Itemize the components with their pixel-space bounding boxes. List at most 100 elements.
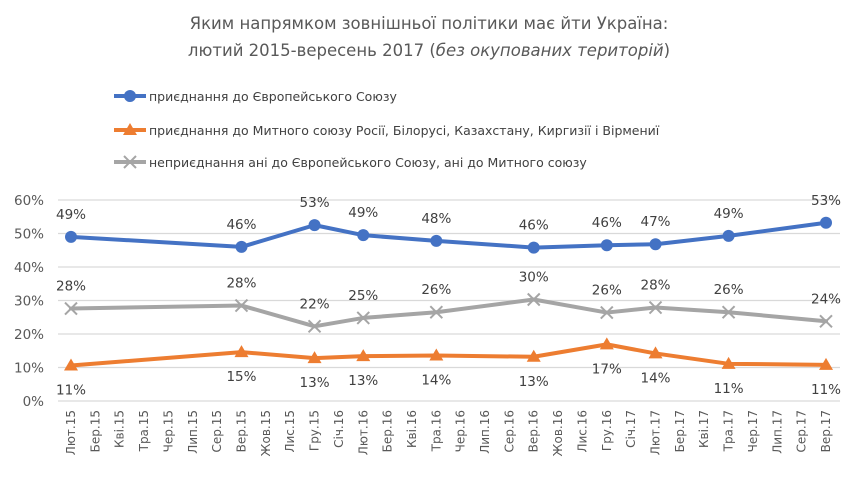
- legend-item: приєднання до Європейського Союзу: [114, 89, 398, 104]
- data-point: [357, 229, 370, 242]
- y-tick-label: 20%: [14, 327, 44, 343]
- data-point: [356, 311, 370, 325]
- data-label: 46%: [592, 215, 622, 231]
- data-label: 13%: [519, 374, 549, 390]
- data-point: [649, 238, 662, 251]
- x-tick-label: Лют.15: [64, 410, 78, 455]
- data-label: 26%: [714, 282, 744, 298]
- title-line-2-plain: лютий 2015-вересень 2017 (: [188, 41, 436, 60]
- data-point-stroke-b: [307, 319, 322, 334]
- x-tick-label: Лип.17: [770, 410, 784, 454]
- x-tick-label: Кві.15: [113, 410, 127, 448]
- data-point: [722, 229, 735, 242]
- data-label: 14%: [421, 372, 451, 388]
- data-point-stroke-b: [429, 305, 444, 319]
- x-tick-label: Сер.17: [795, 410, 809, 452]
- legend-label: неприєднання ані до Європейського Союзу,…: [149, 155, 587, 170]
- data-label: 46%: [519, 218, 549, 234]
- y-tick-label: 0%: [23, 394, 45, 410]
- legend-item: приєднання до Митного союзу Росії, Білор…: [114, 123, 660, 138]
- y-tick-label: 50%: [14, 227, 44, 243]
- data-point: [429, 348, 444, 361]
- legend: приєднання до Європейського Союзу приєдна…: [114, 89, 660, 170]
- data-point: [721, 305, 736, 319]
- x-tick-label: Кві.17: [697, 410, 711, 448]
- data-point: [430, 234, 443, 247]
- data-point: [600, 239, 613, 252]
- data-label: 28%: [641, 278, 671, 294]
- data-label: 26%: [421, 282, 451, 298]
- data-label: 28%: [226, 276, 256, 292]
- data-point: [819, 314, 833, 328]
- gridlines: [58, 199, 840, 402]
- data-point-stroke-b: [721, 305, 736, 319]
- x-tick-label: Гру.16: [600, 410, 614, 451]
- x-tick-label: Кві.16: [405, 410, 419, 448]
- data-point: [64, 301, 78, 316]
- x-tick-label: Вер.15: [234, 410, 248, 452]
- x-tick-label: Лис.15: [283, 410, 297, 453]
- x-tick-label: Лис.16: [575, 410, 589, 453]
- x-tick-label: Вер.16: [527, 410, 541, 452]
- data-point-stroke-b: [234, 298, 249, 313]
- x-tick-label: Чер.16: [454, 410, 468, 452]
- x-tick-label: Чер.15: [161, 410, 175, 452]
- x-tick-label: Чер.17: [746, 410, 760, 452]
- x-tick-label: Тра.17: [722, 410, 736, 452]
- data-point: [308, 219, 321, 232]
- x-tick-label: Вер.17: [819, 410, 833, 452]
- data-label: 49%: [56, 207, 86, 223]
- data-label: 17%: [592, 361, 622, 377]
- chart-title: Яким напрямком зовнішньої політики має й…: [188, 14, 670, 60]
- x-axis: Лют.15 Бер.15 Кві.15 Тра.15 Чер.15 Лип.15 Сер.…: [64, 410, 833, 456]
- data-point: [234, 298, 249, 313]
- data-point: [64, 358, 78, 371]
- legend-label: приєднання до Митного союзу Росії, Білор…: [149, 123, 660, 138]
- x-tick-label: Тра.15: [137, 410, 151, 452]
- data-label: 49%: [714, 206, 744, 222]
- x-tick-label: Сер.15: [210, 410, 224, 452]
- data-point: [648, 300, 663, 315]
- series-line: [69, 297, 828, 329]
- y-tick-label: 40%: [14, 260, 44, 276]
- x-tick-label: Лют.17: [649, 410, 663, 455]
- data-point: [820, 216, 832, 229]
- data-point: [721, 356, 736, 369]
- data-point: [356, 349, 371, 362]
- series-line: [69, 220, 828, 250]
- legend-label: приєднання до Європейського Союзу: [149, 89, 398, 104]
- title-line-2-italic: без окупованих територій: [436, 41, 664, 60]
- data-point: [526, 349, 541, 362]
- data-label: 11%: [56, 382, 86, 398]
- legend-marker-icon-stroke-b: [123, 155, 137, 169]
- data-label: 28%: [56, 279, 86, 295]
- title-line-2-close: ): [664, 41, 670, 60]
- data-label: 13%: [300, 375, 330, 391]
- x-tick-label: Лип.16: [478, 410, 492, 454]
- data-label: 15%: [226, 369, 256, 385]
- legend-marker-icon: [123, 155, 137, 169]
- x-tick-label: Гру.15: [308, 410, 322, 451]
- data-label: 14%: [641, 370, 671, 386]
- data-point: [527, 241, 540, 254]
- series-group: [64, 216, 833, 371]
- series-line: [69, 342, 828, 368]
- data-point: [648, 346, 663, 359]
- x-tick-label: Жов.15: [259, 410, 273, 456]
- data-point-stroke-b: [819, 314, 833, 328]
- data-point-stroke-b: [648, 300, 663, 315]
- data-label: 22%: [300, 296, 330, 312]
- data-label: 24%: [811, 291, 841, 307]
- x-tick-label: Бер.17: [673, 410, 687, 452]
- x-tick-label: Січ.17: [624, 410, 638, 448]
- data-label: 26%: [592, 283, 622, 299]
- x-tick-label: Січ.16: [332, 410, 346, 448]
- data-point: [235, 240, 248, 253]
- data-point: [527, 292, 541, 307]
- y-tick-label: 60%: [14, 193, 44, 209]
- data-label: 13%: [348, 373, 378, 389]
- data-point: [429, 305, 444, 319]
- data-label: 11%: [811, 382, 841, 398]
- data-point: [307, 351, 322, 364]
